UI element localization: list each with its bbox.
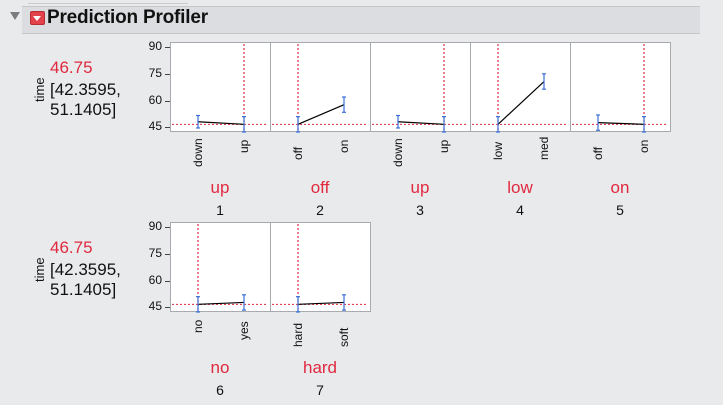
y-tick-mark [165, 127, 170, 129]
error-bar [342, 96, 346, 113]
y-tick-label: 75 [148, 246, 162, 261]
prediction-trace [197, 301, 245, 305]
error-bar [196, 296, 200, 313]
disclosure-triangle-icon[interactable] [10, 12, 20, 20]
factor-index: 3 [416, 202, 424, 218]
factor-index: 5 [616, 202, 624, 218]
error-bar [596, 114, 600, 131]
factor-current-value[interactable]: hard [302, 358, 338, 377]
error-bar [496, 116, 500, 133]
y-tick-label: 60 [148, 92, 162, 107]
y-tick-mark [165, 254, 170, 256]
profiler-header [22, 6, 700, 34]
factor-current-value[interactable]: off [310, 178, 330, 197]
error-bar [442, 116, 446, 133]
profile-cell [270, 222, 371, 312]
confidence-interval-upper: 51.1405] [50, 100, 117, 119]
confidence-interval-lower: [42.3595, [50, 260, 121, 279]
profile-cell [170, 222, 271, 312]
y-tick-mark [165, 280, 170, 282]
prediction-trace [297, 301, 345, 305]
profile-cell [270, 42, 371, 132]
error-bar [242, 294, 246, 311]
factor-index: 6 [216, 382, 224, 398]
top-divider [28, 0, 188, 4]
prediction-trace [497, 81, 545, 125]
factor-index: 7 [316, 382, 324, 398]
factor-current-value[interactable]: up [410, 178, 430, 197]
profile-cell [570, 42, 671, 132]
error-bar [296, 296, 300, 313]
y-tick-mark [165, 47, 170, 49]
prediction-trace [197, 121, 245, 125]
y-tick-label: 45 [148, 299, 162, 314]
predicted-value[interactable]: 46.75 [50, 58, 93, 77]
y-tick-label: 60 [148, 272, 162, 287]
profile-cell [370, 42, 471, 132]
y-tick-label: 90 [148, 39, 162, 54]
error-bar [642, 116, 646, 133]
factor-current-value[interactable]: on [610, 178, 630, 197]
confidence-interval-upper: 51.1405] [50, 280, 117, 299]
factor-current-value[interactable]: no [210, 358, 230, 377]
red-triangle-menu-icon[interactable] [30, 11, 45, 25]
predicted-value[interactable]: 46.75 [50, 238, 93, 257]
factor-index: 1 [216, 202, 224, 218]
y-tick-mark [165, 227, 170, 229]
error-bar [196, 114, 200, 129]
prediction-trace [597, 122, 645, 125]
prediction-trace [297, 104, 345, 125]
error-bar [542, 73, 546, 90]
factor-current-value[interactable]: low [507, 178, 533, 197]
error-bar [242, 116, 246, 133]
report-title: Prediction Profiler [47, 7, 208, 28]
error-bar [396, 114, 400, 129]
y-tick-mark [165, 74, 170, 76]
factor-index: 4 [516, 202, 524, 218]
factor-current-value[interactable]: up [210, 178, 230, 197]
confidence-interval-lower: [42.3595, [50, 80, 121, 99]
error-bar [342, 294, 346, 311]
y-tick-label: 45 [148, 119, 162, 134]
factor-index: 2 [316, 202, 324, 218]
y-tick-mark [165, 100, 170, 102]
y-tick-mark [165, 307, 170, 309]
prediction-trace [397, 121, 445, 125]
y-tick-label: 90 [148, 219, 162, 234]
y-tick-label: 75 [148, 66, 162, 81]
error-bar [296, 116, 300, 133]
profile-cell [170, 42, 271, 132]
